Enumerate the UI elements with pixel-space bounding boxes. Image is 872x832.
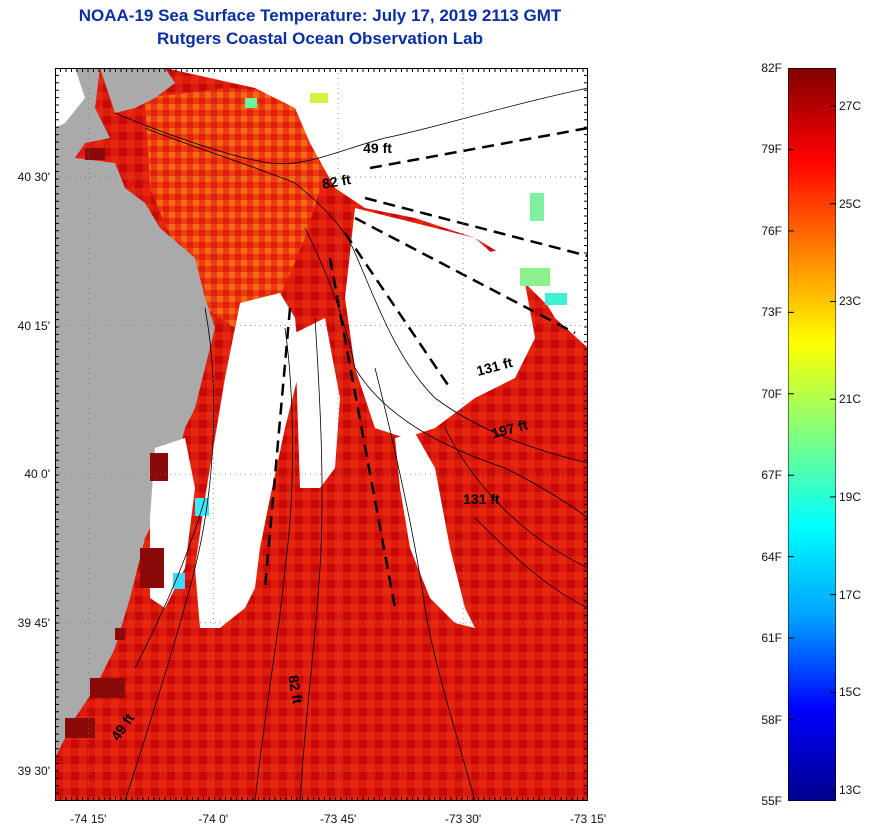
shipping-lanes: [263, 126, 588, 609]
colorbar-f-label: 67F: [761, 468, 782, 483]
colorbar-f-label: 58F: [761, 712, 782, 727]
colorbar-f-label: 64F: [761, 549, 782, 564]
depth-label: 131 ft: [463, 491, 500, 507]
land-mass: [55, 68, 215, 758]
map-title: NOAA-19 Sea Surface Temperature: July 17…: [78, 6, 562, 25]
coordinate-grid: [55, 68, 588, 801]
land-north: [100, 68, 175, 113]
cloud-cover: [55, 68, 588, 628]
depth-label: 49 ft: [363, 140, 392, 156]
lat-tick-label: 39 30': [17, 764, 50, 779]
depth-label: 82 ft: [285, 674, 306, 705]
colorbar-f-label: 70F: [761, 386, 782, 401]
colorbar-c-label: 13C: [839, 783, 862, 798]
lat-tick-label: 40 30': [17, 169, 50, 184]
colorbar-f-label: 76F: [761, 223, 782, 238]
lon-tick-label: -74 0': [198, 812, 229, 826]
colorbar-c-label: 25C: [839, 196, 862, 211]
colorbar-c-label: 19C: [839, 489, 862, 504]
lat-tick-label: 40 15': [17, 318, 50, 333]
colorbar-c-label: 27C: [839, 99, 862, 113]
cool-patches: [173, 93, 567, 589]
colorbar-f-label: 55F: [761, 794, 782, 808]
lat-tick-label: 39 45': [17, 615, 50, 630]
colorbar-c-label: 17C: [839, 587, 862, 602]
colorbar-c-label: 15C: [839, 685, 862, 700]
lat-tick-label: 40 0': [24, 467, 50, 482]
lon-tick-label: -74 15': [70, 812, 107, 826]
map-subtitle: Rutgers Coastal Ocean Observation Lab: [157, 29, 483, 48]
colorbar-f-label: 79F: [761, 142, 782, 157]
lon-tick-label: -73 30': [444, 812, 482, 826]
colorbar-f-label: 82F: [761, 61, 782, 75]
depth-contours: [114, 87, 588, 801]
map-frame: [55, 68, 588, 801]
colorbar-c-label: 23C: [839, 294, 862, 309]
depth-label: 82 ft: [321, 171, 352, 192]
colorbar-c-label: 21C: [839, 392, 862, 407]
lon-tick-label: -73 15': [569, 812, 607, 826]
lon-tick-label: -73 45': [319, 812, 357, 826]
hot-coastal-pixels: [65, 148, 168, 738]
colorbar-f-label: 61F: [761, 631, 782, 646]
colorbar-f-label: 73F: [761, 305, 782, 320]
temperature-colorbar: [788, 68, 836, 801]
